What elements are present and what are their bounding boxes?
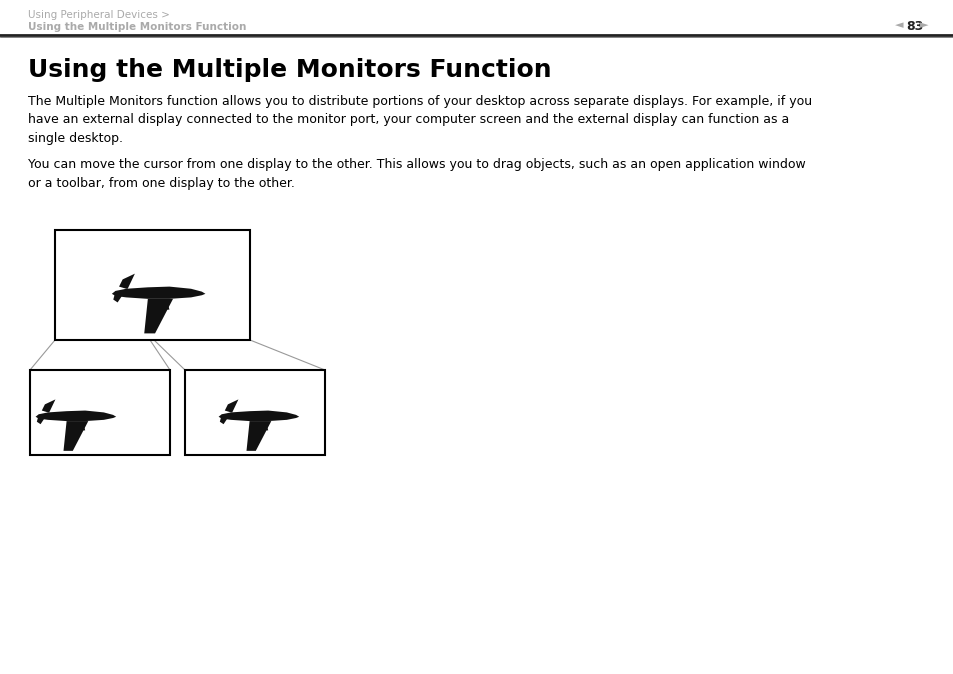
Polygon shape (246, 421, 271, 451)
Polygon shape (113, 292, 125, 303)
Text: Using the Multiple Monitors Function: Using the Multiple Monitors Function (28, 22, 246, 32)
Polygon shape (35, 410, 116, 421)
Bar (185, 370, 325, 455)
Polygon shape (158, 305, 170, 309)
Polygon shape (37, 415, 47, 424)
Text: Using the Multiple Monitors Function: Using the Multiple Monitors Function (28, 58, 551, 82)
Polygon shape (64, 421, 89, 451)
Polygon shape (112, 286, 205, 299)
Bar (55, 230, 250, 340)
Polygon shape (258, 426, 268, 431)
Text: ◄: ◄ (894, 20, 902, 30)
Polygon shape (219, 415, 230, 424)
Text: The Multiple Monitors function allows you to distribute portions of your desktop: The Multiple Monitors function allows yo… (28, 95, 811, 145)
Text: 83: 83 (905, 20, 923, 33)
Bar (30, 370, 170, 455)
Polygon shape (218, 410, 299, 421)
Polygon shape (42, 400, 55, 412)
Polygon shape (225, 400, 238, 412)
Polygon shape (76, 426, 85, 431)
Text: Using Peripheral Devices >: Using Peripheral Devices > (28, 10, 170, 20)
Text: You can move the cursor from one display to the other. This allows you to drag o: You can move the cursor from one display… (28, 158, 805, 189)
Text: ►: ► (919, 20, 927, 30)
Polygon shape (144, 299, 172, 334)
Polygon shape (119, 274, 134, 288)
